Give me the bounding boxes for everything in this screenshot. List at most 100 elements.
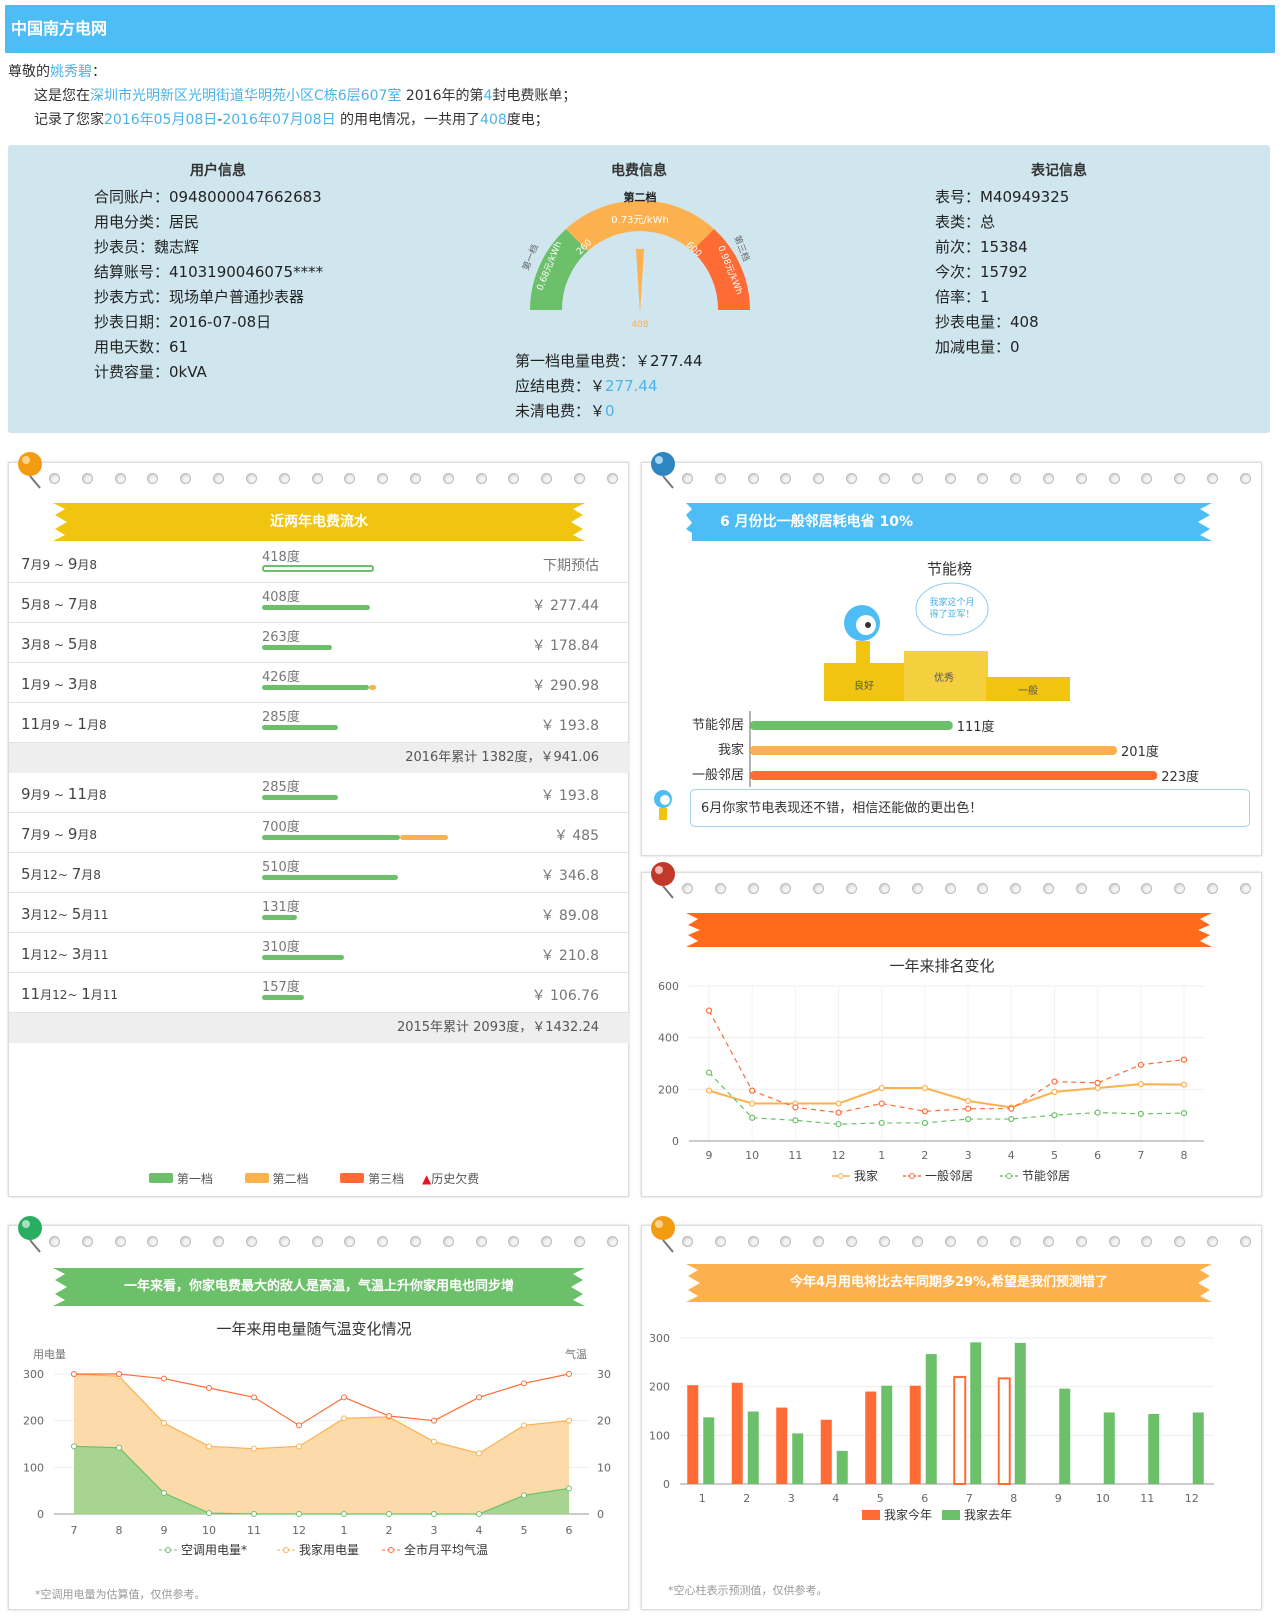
tier1-bar xyxy=(262,995,304,1000)
bill-number: 4 xyxy=(483,88,493,104)
bar-value-label: 201度 xyxy=(1121,744,1159,760)
y-tick-label: 400 xyxy=(658,1032,679,1045)
binder-hole xyxy=(1141,1236,1153,1247)
usage-kwh: 263度 xyxy=(262,630,300,645)
x-tick-label: 8 xyxy=(1010,1492,1017,1505)
period: 5月8 ~ 7月8 xyxy=(21,595,97,613)
history-row: 1月9 ~ 3月8 426度 ￥ 290.98 xyxy=(9,663,629,703)
usage-kwh: 131度 xyxy=(262,900,300,915)
period: 5月12~ 7月8 xyxy=(21,865,101,883)
binder-hole xyxy=(442,1236,454,1247)
data-point xyxy=(431,1417,437,1424)
bar-forecast xyxy=(953,1375,967,1485)
data-point xyxy=(386,1511,392,1517)
binder-hole xyxy=(442,473,454,484)
greeting: 尊敬的姚秀碧： 这是您在深圳市光明新区光明街道华明苑小区C栋6层607室 201… xyxy=(8,60,576,132)
meter-info-row: 抄表电量：408 xyxy=(935,313,1039,331)
podium-3rd xyxy=(986,677,1070,701)
period-end-day: 月8 xyxy=(86,718,107,732)
amount: ￥ 193.8 xyxy=(540,718,599,734)
binder-hole xyxy=(1010,883,1022,894)
data-point xyxy=(251,1394,257,1401)
period-start-month: 7 xyxy=(21,825,31,843)
greet-text: 封电费账单； xyxy=(492,88,577,104)
data-point xyxy=(1137,1061,1144,1068)
binder-hole xyxy=(977,473,989,484)
tier-gauge: 第二档 0.73元/kWh 0.68元/kWh 第一档 0.98元/kWh 第三… xyxy=(520,190,752,330)
fee-info-title: 电费信息 xyxy=(611,163,667,179)
history-legend: 第一档 第二档 第三档 ▲历史欠费 xyxy=(149,1170,479,1187)
period-sep: ~ xyxy=(50,788,68,802)
year-total-2015: 2015年累计 2093度，￥1432.24 xyxy=(9,1013,629,1043)
bar-last-year xyxy=(1148,1413,1160,1484)
data-point xyxy=(964,1105,972,1112)
binder-hole xyxy=(780,1236,792,1247)
binder-hole xyxy=(714,473,726,484)
period-start-month: 3 xyxy=(21,905,31,923)
period-sep: ~ xyxy=(50,828,68,842)
gauge-tier2-price: 0.73元/kWh xyxy=(611,215,669,226)
chart-title: 一年来排名变化 xyxy=(889,957,994,975)
period-end-month: 3 xyxy=(71,945,82,963)
bar-last-year xyxy=(1059,1388,1071,1484)
data-point xyxy=(206,1510,212,1517)
y-tick-label: 200 xyxy=(23,1415,44,1428)
binder-hole xyxy=(49,1236,60,1247)
x-tick-label: 2 xyxy=(921,1149,928,1162)
period-start-month: 5 xyxy=(21,865,31,883)
tier1-bar xyxy=(262,955,344,960)
binder-hole xyxy=(574,1236,585,1247)
data-point xyxy=(878,1084,885,1092)
greet-text: 2016年的第 xyxy=(401,88,484,104)
data-point xyxy=(705,1087,713,1094)
ribbon-shape xyxy=(53,1268,585,1306)
user-info-row: 用电天数：61 xyxy=(94,338,189,356)
binder-hole xyxy=(846,473,858,484)
legend-tier2: 第二档 xyxy=(272,1172,309,1186)
x-tick-label: 6 xyxy=(921,1492,928,1505)
legend-marker xyxy=(838,1173,844,1179)
temperature-card: 一年来看，你家电费最大的敌人是高温，气温上升你家用电也同步增 一年来用电量随气温… xyxy=(8,1225,629,1610)
period-start-day: 月8 xyxy=(30,598,51,612)
greet-text: ： xyxy=(92,64,106,80)
bar-1 xyxy=(750,746,1118,755)
binder-hole xyxy=(878,473,890,484)
history-row: 7月9 ~ 9月8 418度 下期预估 xyxy=(9,543,629,583)
tier1-bar xyxy=(262,725,338,730)
period-sep: ~ xyxy=(67,988,82,1002)
binder-hole xyxy=(278,473,290,484)
bar-last-year xyxy=(792,1433,804,1484)
binder-hole xyxy=(878,1236,890,1247)
bar-forecast xyxy=(997,1377,1011,1485)
user-info-row: 合同账户：0948000047662683 xyxy=(94,188,322,206)
period-start-day: 月9 xyxy=(30,828,51,842)
data-point xyxy=(1051,1078,1058,1085)
bar-last-year xyxy=(747,1411,759,1484)
mascot-small-icon xyxy=(652,789,672,820)
x-tick-label: 2 xyxy=(743,1492,750,1505)
usage-kwh: 510度 xyxy=(262,860,300,875)
y2-tick-label: 30 xyxy=(597,1368,611,1381)
legend-marker xyxy=(388,1547,394,1553)
data-point xyxy=(835,1100,842,1107)
binder-hole xyxy=(180,1236,192,1247)
period: 3月12~ 5月11 xyxy=(21,905,109,923)
x-tick-label: 12 xyxy=(832,1149,846,1162)
binder-hole xyxy=(747,883,759,894)
x-tick-label: 3 xyxy=(431,1524,438,1537)
x-tick-label: 1 xyxy=(341,1524,348,1537)
x-tick-label: 12 xyxy=(292,1524,306,1537)
data-point xyxy=(835,1109,842,1116)
bar-this-year xyxy=(909,1385,921,1484)
data-point xyxy=(921,1119,929,1127)
gauge-needle xyxy=(636,249,644,313)
binder-hole xyxy=(1042,1236,1054,1247)
bar-this-year xyxy=(820,1419,832,1484)
data-point xyxy=(792,1117,799,1124)
binder-hole xyxy=(475,1236,487,1247)
period-start-day: 月9 xyxy=(30,558,51,572)
data-point xyxy=(566,1371,572,1377)
header-bar: 中国南方电网 xyxy=(5,5,1275,53)
bar-last-year xyxy=(881,1385,893,1484)
period-start-month: 5 xyxy=(21,595,31,613)
